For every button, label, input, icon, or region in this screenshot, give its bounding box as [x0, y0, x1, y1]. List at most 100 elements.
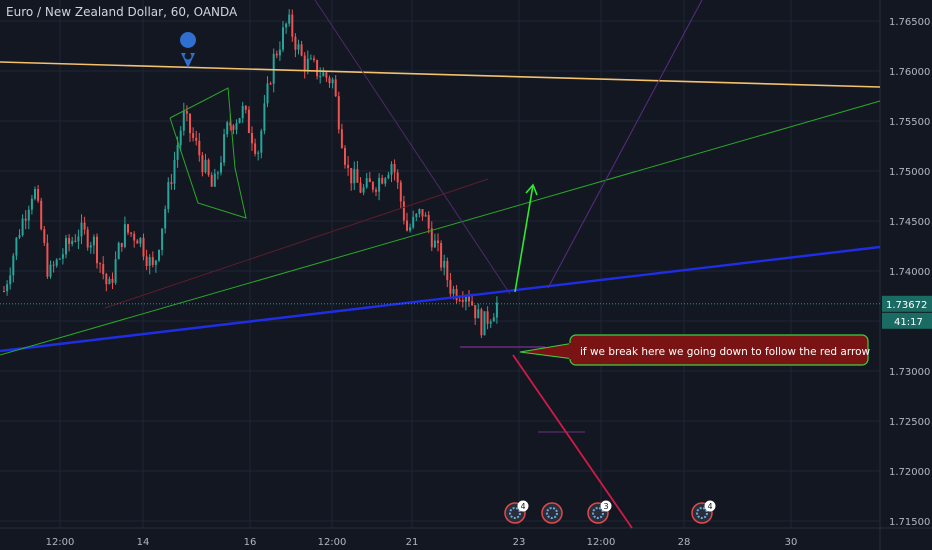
candle-body — [123, 224, 126, 247]
candle-body — [130, 232, 133, 234]
candle-body — [232, 125, 235, 130]
candle-body — [170, 182, 173, 184]
candle-body — [105, 274, 108, 285]
trendline-maroon[interactable] — [104, 178, 489, 309]
candle-body — [127, 224, 129, 233]
candle-body — [89, 245, 92, 248]
event-count-badge — [704, 500, 716, 512]
candle-body — [213, 173, 216, 187]
candle-body — [269, 83, 272, 85]
candle-body — [263, 103, 266, 131]
candle-body — [275, 53, 278, 56]
candle-body — [306, 58, 309, 71]
x-tick-label: 30 — [785, 537, 798, 548]
candle-body — [381, 178, 384, 184]
x-tick-label: 16 — [244, 537, 257, 548]
candle-body — [452, 289, 455, 294]
candle-body — [173, 159, 176, 184]
candle-body — [229, 122, 232, 126]
candle-body — [368, 178, 371, 183]
candle-body — [350, 168, 353, 184]
candle-body — [210, 175, 213, 187]
candle-body — [235, 122, 238, 130]
candle-body — [340, 129, 343, 148]
candle-body — [161, 228, 164, 250]
x-tick-label: 14 — [137, 537, 150, 548]
candle-body — [402, 201, 405, 221]
candle-body — [68, 237, 71, 244]
candle-body — [480, 309, 483, 336]
candle-body — [204, 159, 207, 173]
y-tick-label: 1.72500 — [889, 417, 930, 428]
candle-body — [260, 130, 263, 153]
candle-body — [406, 220, 408, 231]
candle-body — [313, 58, 315, 61]
candle-body — [244, 105, 247, 110]
candle-body — [195, 137, 198, 141]
candle-body — [344, 147, 346, 165]
candle-body — [158, 249, 160, 261]
candle-body — [390, 164, 393, 175]
trendline-orange[interactable] — [0, 61, 881, 88]
green-arrow-head[interactable] — [525, 183, 538, 196]
candle-body — [331, 79, 334, 84]
candle-body — [282, 27, 284, 50]
candle-body — [309, 58, 312, 60]
candle-body — [464, 296, 467, 302]
trendline-green[interactable] — [0, 100, 881, 356]
candle-body — [43, 229, 46, 243]
candle-body — [96, 236, 98, 264]
red-arrow[interactable] — [512, 354, 633, 529]
candle-body — [471, 301, 474, 306]
candle-body — [474, 305, 477, 319]
candle-body — [40, 200, 43, 230]
event-count-badge — [517, 500, 529, 512]
candle-body — [179, 130, 182, 146]
green-arrow-shaft[interactable] — [514, 184, 534, 293]
trendline-purple-down[interactable] — [314, 0, 511, 295]
gear-icon — [696, 507, 708, 519]
candle-body — [99, 263, 102, 265]
candle-body — [303, 55, 306, 71]
event-icon[interactable] — [541, 502, 563, 524]
candle-body — [266, 83, 269, 104]
event-count-badge — [600, 500, 612, 512]
candle-body — [446, 260, 449, 281]
candle-body — [322, 72, 325, 77]
candle-body — [461, 300, 464, 302]
candle-body — [396, 172, 399, 183]
x-tick-label: 12:00 — [318, 537, 347, 548]
y-tick-label: 1.73000 — [889, 367, 930, 378]
trendline-purple-up[interactable] — [547, 0, 703, 289]
candle-body — [325, 72, 328, 78]
y-tick-label: 1.74000 — [889, 267, 930, 278]
location-marker-icon[interactable] — [180, 32, 197, 68]
candle-body — [61, 254, 64, 259]
chart-title: Euro / New Zealand Dollar, 60, OANDA — [6, 5, 238, 19]
candle-body — [347, 164, 350, 169]
candle-body — [319, 76, 322, 78]
candle-body — [198, 140, 201, 156]
gear-icon — [546, 507, 558, 519]
candle-body — [278, 49, 281, 56]
candle-body — [328, 77, 331, 84]
candle-body — [238, 118, 241, 123]
candle-body — [399, 182, 402, 202]
triangle-drawing[interactable] — [169, 87, 247, 219]
candle-body — [297, 44, 300, 50]
candle-body — [133, 233, 136, 241]
candle-body — [114, 259, 117, 283]
candle-body — [226, 122, 229, 135]
trendline-blue[interactable] — [0, 245, 881, 353]
candle-body — [207, 159, 210, 176]
x-tick-label: 12:00 — [587, 537, 616, 548]
candle-body — [393, 164, 396, 173]
location-marker-dot — [184, 52, 192, 60]
candle-body — [458, 299, 461, 301]
candle-body — [164, 208, 167, 229]
candle-body — [418, 209, 421, 214]
candle-body — [334, 79, 337, 97]
candle-body — [492, 317, 495, 322]
candle-body — [437, 240, 439, 244]
